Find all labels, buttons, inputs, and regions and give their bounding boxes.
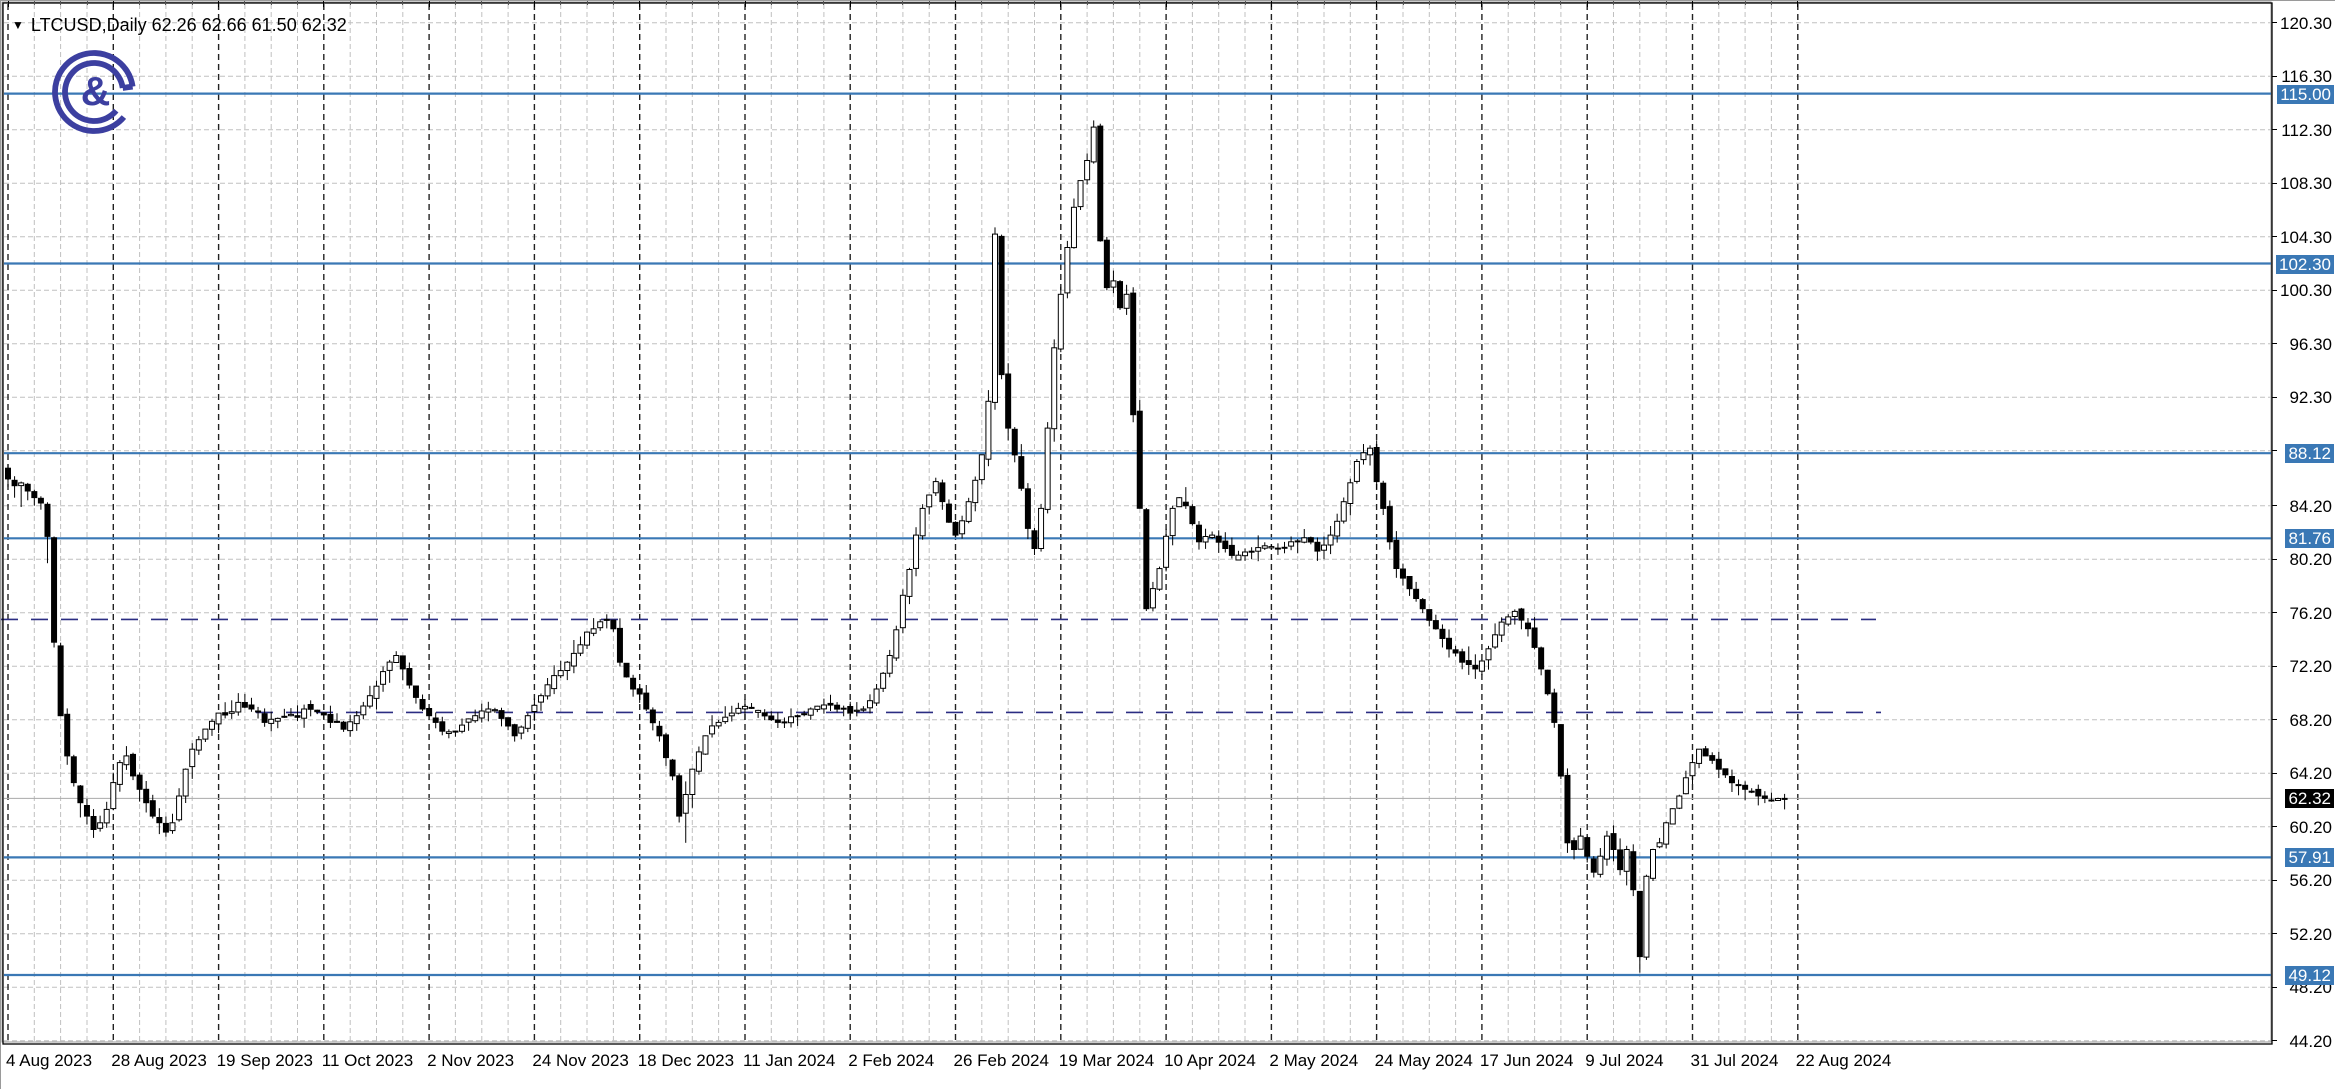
svg-text:&: & — [81, 68, 111, 114]
